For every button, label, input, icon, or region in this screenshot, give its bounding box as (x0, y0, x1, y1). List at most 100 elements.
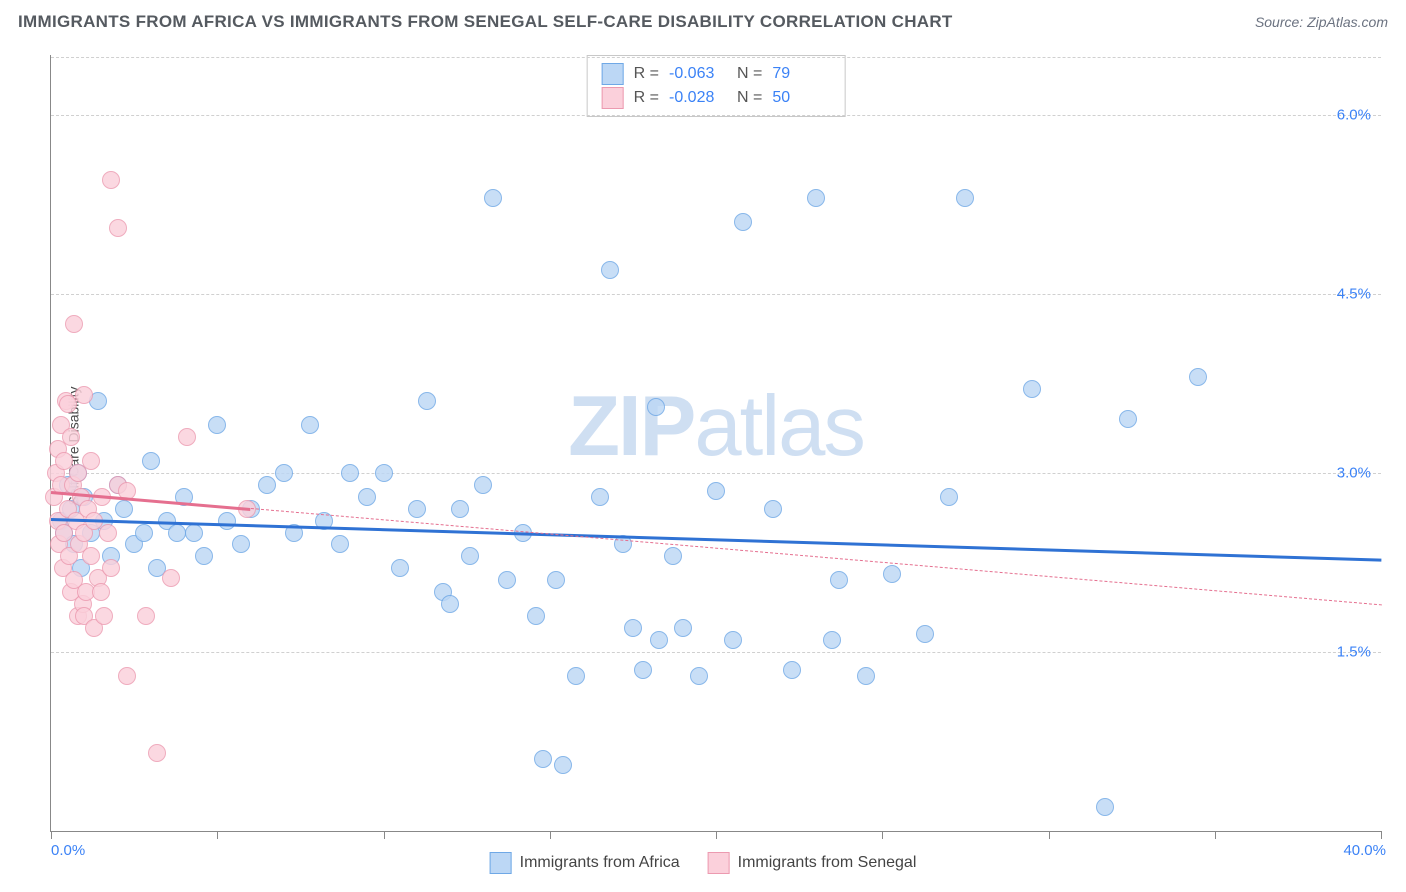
data-point-africa (591, 488, 609, 506)
data-point-africa (218, 512, 236, 530)
data-point-africa (601, 261, 619, 279)
stat-r-africa: -0.063 (669, 65, 727, 83)
xtick (51, 831, 52, 839)
data-point-senegal (102, 171, 120, 189)
data-point-senegal (82, 452, 100, 470)
gridline (51, 473, 1381, 474)
data-point-africa (1023, 380, 1041, 398)
swatch-africa-legend (490, 852, 512, 874)
stat-r-label: R = (634, 65, 659, 83)
data-point-africa (547, 571, 565, 589)
data-point-senegal (62, 428, 80, 446)
gridline (51, 652, 1381, 653)
stats-legend-box: R = -0.063 N = 79 R = -0.028 N = 50 (587, 55, 846, 117)
watermark-bold: ZIP (568, 379, 694, 474)
xtick (1215, 831, 1216, 839)
data-point-africa (650, 631, 668, 649)
data-point-africa (956, 189, 974, 207)
gridline (51, 115, 1381, 116)
xtick (882, 831, 883, 839)
data-point-africa (195, 547, 213, 565)
data-point-africa (734, 213, 752, 231)
gridline (51, 57, 1381, 58)
watermark: ZIPatlas (568, 378, 864, 476)
stat-r-senegal: -0.028 (669, 89, 727, 107)
swatch-senegal (602, 87, 624, 109)
data-point-africa (451, 500, 469, 518)
data-point-africa (724, 631, 742, 649)
data-point-africa (474, 476, 492, 494)
data-point-senegal (92, 583, 110, 601)
data-point-africa (764, 500, 782, 518)
xtick (550, 831, 551, 839)
data-point-africa (461, 547, 479, 565)
gridline (51, 294, 1381, 295)
data-point-senegal (109, 219, 127, 237)
data-point-africa (830, 571, 848, 589)
stat-n-senegal: 50 (772, 89, 830, 107)
data-point-senegal (59, 395, 77, 413)
legend-label-africa: Immigrants from Africa (520, 854, 680, 872)
data-point-africa (1189, 368, 1207, 386)
data-point-africa (441, 595, 459, 613)
data-point-africa (331, 535, 349, 553)
ytick-label: 6.0% (1337, 106, 1371, 123)
data-point-africa (115, 500, 133, 518)
data-point-africa (418, 392, 436, 410)
data-point-africa (634, 661, 652, 679)
legend-label-senegal: Immigrants from Senegal (738, 854, 917, 872)
data-point-africa (857, 667, 875, 685)
xlim-label-min: 0.0% (51, 842, 85, 859)
data-point-africa (484, 189, 502, 207)
trendline-africa (51, 518, 1381, 562)
data-point-senegal (82, 547, 100, 565)
data-point-africa (1096, 798, 1114, 816)
data-point-africa (554, 756, 572, 774)
data-point-africa (498, 571, 516, 589)
stats-row-senegal: R = -0.028 N = 50 (602, 86, 831, 110)
source-label: Source: ZipAtlas.com (1255, 14, 1388, 30)
title-bar: IMMIGRANTS FROM AFRICA VS IMMIGRANTS FRO… (0, 0, 1406, 40)
data-point-africa (408, 500, 426, 518)
data-point-africa (807, 189, 825, 207)
swatch-africa (602, 63, 624, 85)
data-point-senegal (75, 386, 93, 404)
stat-n-label-2: N = (737, 89, 762, 107)
ytick-label: 4.5% (1337, 285, 1371, 302)
stat-r-label-2: R = (634, 89, 659, 107)
data-point-africa (275, 464, 293, 482)
trendline-extension-senegal (250, 508, 1381, 605)
data-point-senegal (95, 607, 113, 625)
stats-row-africa: R = -0.063 N = 79 (602, 62, 831, 86)
data-point-senegal (118, 667, 136, 685)
data-point-africa (707, 482, 725, 500)
chart-title: IMMIGRANTS FROM AFRICA VS IMMIGRANTS FRO… (18, 12, 953, 32)
data-point-africa (916, 625, 934, 643)
data-point-senegal (99, 524, 117, 542)
data-point-africa (664, 547, 682, 565)
data-point-africa (185, 524, 203, 542)
data-point-senegal (102, 559, 120, 577)
legend-item-africa: Immigrants from Africa (490, 852, 680, 874)
data-point-africa (375, 464, 393, 482)
data-point-senegal (178, 428, 196, 446)
xtick (716, 831, 717, 839)
data-point-africa (534, 750, 552, 768)
data-point-africa (690, 667, 708, 685)
xtick (1049, 831, 1050, 839)
swatch-senegal-legend (708, 852, 730, 874)
data-point-senegal (137, 607, 155, 625)
ytick-label: 3.0% (1337, 464, 1371, 481)
data-point-africa (674, 619, 692, 637)
data-point-senegal (162, 569, 180, 587)
stat-n-label: N = (737, 65, 762, 83)
data-point-africa (301, 416, 319, 434)
data-point-africa (232, 535, 250, 553)
xtick (217, 831, 218, 839)
data-point-africa (624, 619, 642, 637)
xlim-label-max: 40.0% (1343, 842, 1386, 859)
data-point-africa (647, 398, 665, 416)
ytick-label: 1.5% (1337, 643, 1371, 660)
legend-item-senegal: Immigrants from Senegal (708, 852, 917, 874)
data-point-africa (1119, 410, 1137, 428)
